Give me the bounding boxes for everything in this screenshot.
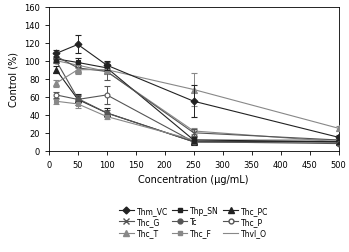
Legend: Thm_VC, Thc_G, Thc_T, Thp_SN, Tc, Thc_F, Thc_PC, Thc_P, Thvl_O: Thm_VC, Thc_G, Thc_T, Thp_SN, Tc, Thc_F,…: [116, 203, 272, 240]
Y-axis label: Control (%): Control (%): [8, 52, 18, 107]
X-axis label: Concentration (μg/mL): Concentration (μg/mL): [139, 175, 249, 185]
